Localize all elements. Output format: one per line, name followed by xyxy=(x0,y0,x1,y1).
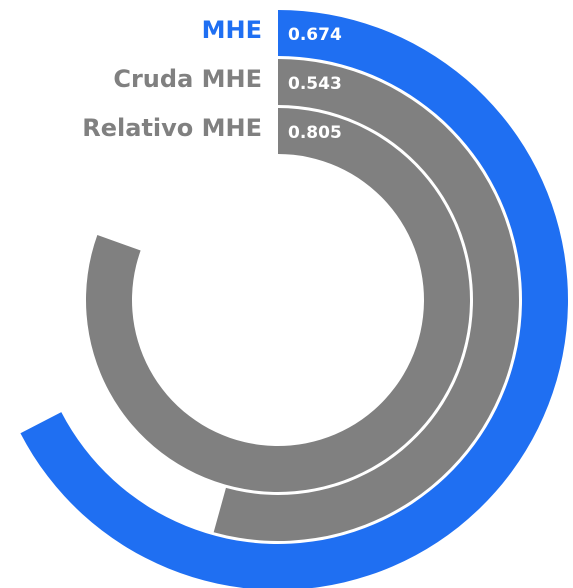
category-label: Cruda MHE xyxy=(113,65,262,93)
radial-bar xyxy=(86,108,471,493)
category-label: Relativo MHE xyxy=(82,114,262,142)
value-label: 0.674 xyxy=(288,25,342,45)
category-label: MHE xyxy=(202,16,262,44)
value-label: 0.543 xyxy=(288,74,342,94)
value-label: 0.805 xyxy=(288,123,342,143)
radial-bar xyxy=(213,59,519,541)
